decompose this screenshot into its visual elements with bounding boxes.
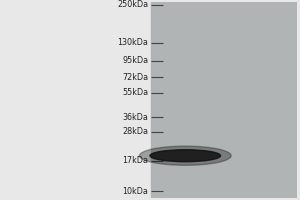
Text: 10kDa: 10kDa: [123, 187, 148, 196]
Bar: [152, 2, 297, 198]
Text: 28kDa: 28kDa: [122, 127, 148, 136]
Text: 250kDa: 250kDa: [117, 0, 148, 9]
Ellipse shape: [140, 146, 231, 165]
Ellipse shape: [150, 150, 220, 162]
Text: 55kDa: 55kDa: [122, 88, 148, 97]
Text: 72kDa: 72kDa: [122, 73, 148, 82]
Text: 130kDa: 130kDa: [118, 38, 148, 47]
Text: 36kDa: 36kDa: [123, 113, 148, 122]
Text: 17kDa: 17kDa: [122, 156, 148, 165]
Text: 95kDa: 95kDa: [122, 56, 148, 65]
